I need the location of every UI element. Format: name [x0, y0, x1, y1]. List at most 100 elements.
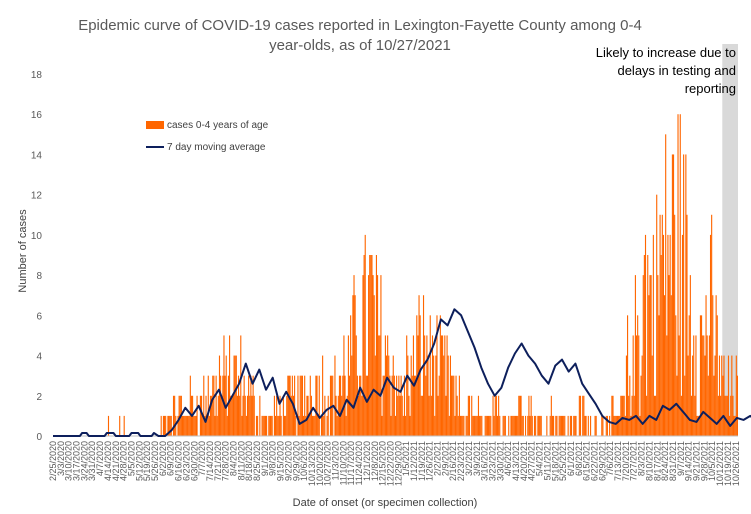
case-bar — [718, 355, 721, 436]
case-bar — [196, 395, 198, 436]
x-tick-label: 11/24/2020 — [354, 441, 364, 485]
case-bar — [667, 234, 669, 436]
case-bar — [634, 275, 636, 436]
case-bar — [653, 395, 656, 436]
case-bar — [402, 415, 404, 436]
case-bar — [413, 375, 416, 436]
case-bar — [435, 355, 437, 436]
case-bar — [393, 375, 395, 436]
case-bar — [502, 415, 504, 436]
case-bar — [305, 415, 307, 436]
case-bar — [239, 395, 241, 436]
case-bar — [575, 415, 577, 436]
case-bar — [364, 234, 366, 436]
case-bar — [678, 335, 680, 436]
case-bar — [582, 395, 584, 436]
case-bar — [306, 395, 308, 436]
case-bar — [479, 415, 481, 436]
y-tick-label: 8 — [36, 271, 42, 282]
case-bar — [406, 335, 408, 436]
x-tick-label: 10/27/2020 — [323, 441, 333, 486]
case-bar — [338, 375, 341, 436]
legend-label-moving-average: 7 day moving average — [167, 141, 266, 153]
case-bar — [637, 315, 639, 436]
case-bar — [299, 375, 301, 436]
x-tick-label: 7/21/2020 — [213, 441, 223, 481]
x-tick-label: 1/5/2021 — [401, 441, 411, 476]
x-tick-label: 5/19/2020 — [142, 441, 152, 481]
case-bar — [561, 415, 564, 436]
case-bar — [283, 415, 286, 436]
delayed-reporting-shading — [722, 44, 738, 436]
case-bar — [524, 415, 527, 436]
case-bar — [391, 375, 393, 436]
case-bar — [318, 375, 320, 436]
case-bar — [315, 375, 317, 436]
case-bar — [334, 355, 336, 436]
case-bar — [540, 415, 542, 436]
case-bar — [643, 255, 645, 436]
case-bar — [163, 415, 166, 436]
case-bar — [408, 395, 410, 436]
case-bar — [662, 234, 665, 436]
case-bar — [465, 415, 467, 436]
case-bar — [304, 375, 306, 436]
case-bar — [660, 255, 662, 436]
moving-average-line — [53, 308, 751, 437]
case-bar — [322, 355, 324, 436]
case-bar — [560, 415, 562, 436]
case-bar — [669, 234, 671, 436]
case-bar — [359, 375, 361, 436]
case-bar — [650, 275, 652, 436]
case-bar — [282, 395, 284, 436]
case-bar — [288, 375, 290, 436]
case-bar — [720, 395, 722, 436]
case-bar — [677, 114, 679, 436]
case-bar — [639, 415, 641, 436]
x-tick-label: 5/26/2020 — [150, 441, 160, 481]
case-bar — [381, 415, 383, 436]
case-bar — [421, 395, 423, 436]
case-bar — [199, 395, 201, 436]
case-bar — [539, 415, 541, 436]
case-bar — [452, 375, 454, 436]
case-bar — [107, 415, 110, 436]
x-tick-label: 2/16/2021 — [448, 441, 458, 481]
case-bar — [697, 415, 699, 436]
case-bar — [355, 335, 357, 436]
case-bar — [694, 395, 696, 436]
x-tick-label: 5/5/2020 — [127, 441, 137, 476]
case-bar — [285, 415, 287, 436]
y-tick-label: 10 — [31, 231, 43, 242]
case-bar — [583, 395, 585, 436]
case-bar — [546, 415, 548, 436]
case-bar — [439, 315, 441, 436]
case-bar — [384, 335, 386, 436]
x-tick-label: 6/1/2021 — [566, 441, 576, 476]
case-bar — [461, 415, 463, 436]
case-bar — [487, 415, 490, 436]
case-bar — [679, 114, 681, 436]
case-bar — [651, 355, 653, 436]
case-bar — [434, 415, 436, 436]
x-tick-label: 10/19/2021 — [723, 441, 733, 486]
case-bar — [360, 375, 362, 436]
case-bar — [686, 214, 688, 436]
case-bar — [708, 335, 710, 436]
x-tick-label: 8/11/2020 — [236, 441, 246, 480]
case-bar — [584, 415, 586, 436]
case-bar — [185, 415, 187, 436]
case-bar — [123, 415, 125, 436]
case-bar — [240, 335, 242, 436]
x-tick-label: 7/13/2021 — [613, 441, 623, 481]
case-bar — [680, 395, 682, 436]
case-bar — [701, 315, 703, 436]
x-tick-label: 7/14/2020 — [205, 441, 215, 481]
case-bar — [689, 275, 691, 436]
x-axis-label: Date of onset (or specimen collection) — [292, 497, 478, 509]
x-tick-label: 8/4/2020 — [229, 441, 239, 476]
case-bar — [311, 415, 314, 436]
case-bar — [468, 395, 471, 436]
case-bar — [207, 375, 209, 436]
case-bar — [420, 395, 422, 436]
